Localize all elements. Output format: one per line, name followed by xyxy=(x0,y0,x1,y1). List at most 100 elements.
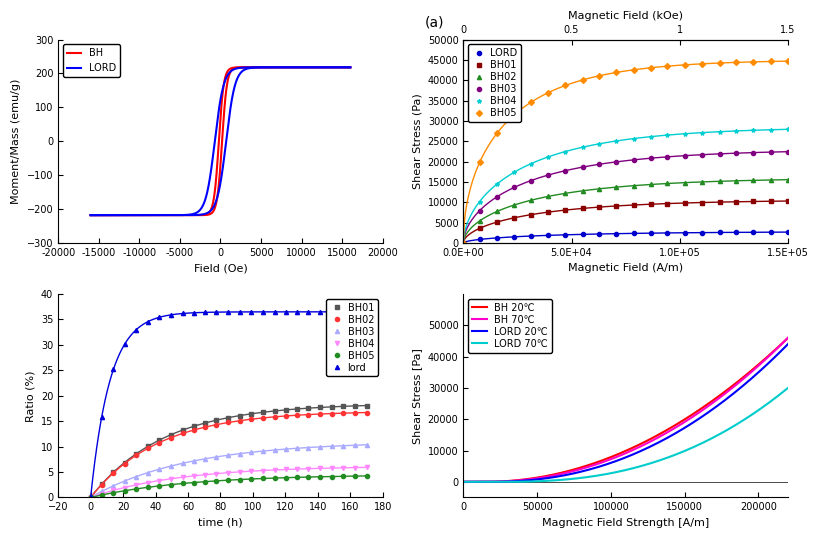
BH 70℃ xyxy=(633,444,643,451)
Line: BH 20℃: BH 20℃ xyxy=(463,338,787,482)
BH 20℃ xyxy=(633,441,643,448)
BH01 xyxy=(730,198,740,205)
BH01 xyxy=(292,406,302,412)
LORD 20℃ xyxy=(774,349,784,355)
BH03 xyxy=(280,446,290,452)
BH03 xyxy=(120,478,129,484)
BH05 xyxy=(765,58,775,65)
BH05 xyxy=(86,494,96,501)
BH01 xyxy=(679,200,689,206)
LORD xyxy=(474,236,484,243)
BH 70℃ xyxy=(458,479,468,485)
BH05 xyxy=(188,479,198,486)
BH01 xyxy=(154,437,164,444)
Line: BH05: BH05 xyxy=(460,59,789,245)
BH05 xyxy=(108,489,118,496)
Line: lord: lord xyxy=(88,310,369,500)
BH03 xyxy=(765,149,775,155)
BH05 xyxy=(696,60,706,67)
BH02 xyxy=(131,452,141,459)
lord xyxy=(154,314,164,321)
lord xyxy=(292,309,302,315)
BH05 xyxy=(611,69,621,75)
BH03 xyxy=(154,466,164,473)
BH xyxy=(306,64,316,71)
LORD 20℃ xyxy=(651,440,661,447)
BH05 xyxy=(491,130,501,136)
BH05 xyxy=(120,487,129,494)
BH01 xyxy=(97,481,106,487)
BH02 xyxy=(178,430,188,437)
BH 70℃ xyxy=(612,453,622,460)
LORD 70℃ xyxy=(724,425,734,432)
BH01 xyxy=(542,209,552,216)
BH02 xyxy=(269,413,279,420)
Text: (a): (a) xyxy=(424,15,443,29)
BH05 xyxy=(143,484,153,490)
LORD xyxy=(185,211,195,218)
LORD 70℃ xyxy=(458,479,468,485)
BH03 xyxy=(86,494,96,501)
BH01 xyxy=(662,201,672,207)
BH01 xyxy=(269,407,279,414)
BH xyxy=(86,212,96,218)
BH05 xyxy=(714,60,724,66)
BH01 xyxy=(696,199,706,206)
BH04 xyxy=(714,128,724,135)
BH04 xyxy=(361,464,371,471)
lord xyxy=(178,310,188,317)
LORD xyxy=(679,230,689,236)
LORD 20℃ xyxy=(458,479,468,485)
BH02 xyxy=(765,177,775,183)
BH02 xyxy=(509,202,518,208)
Legend: BH01, BH02, BH03, BH04, BH05, lord: BH01, BH02, BH03, BH04, BH05, lord xyxy=(326,299,378,376)
BH02 xyxy=(314,411,324,417)
BH xyxy=(340,64,350,71)
BH04 xyxy=(223,469,233,476)
BH02 xyxy=(645,181,655,188)
LORD xyxy=(594,231,604,237)
BH02 xyxy=(611,184,621,190)
BH04 xyxy=(509,169,518,175)
BH02 xyxy=(108,469,118,476)
lord xyxy=(235,309,245,315)
BH02 xyxy=(143,445,153,452)
BH01 xyxy=(303,405,313,411)
BH02 xyxy=(303,411,313,418)
BH02 xyxy=(714,178,724,184)
BH02 xyxy=(165,434,175,441)
BH01 xyxy=(458,240,468,246)
BH04 xyxy=(211,471,221,477)
BH02 xyxy=(679,179,689,186)
BH01 xyxy=(559,207,569,213)
BH01 xyxy=(628,202,638,208)
BH xyxy=(185,212,195,218)
BH04 xyxy=(201,472,210,478)
BH04 xyxy=(86,494,96,501)
BH04 xyxy=(765,127,775,133)
BH03 xyxy=(350,442,360,448)
BH04 xyxy=(314,465,324,472)
BH04 xyxy=(131,482,141,488)
BH01 xyxy=(474,225,484,232)
BH01 xyxy=(131,451,141,457)
BH02 xyxy=(337,410,347,417)
BH xyxy=(197,212,206,218)
LORD xyxy=(509,233,518,240)
BH04 xyxy=(235,468,245,475)
BH03 xyxy=(292,445,302,452)
BH01 xyxy=(611,203,621,209)
BH01 xyxy=(120,459,129,466)
BH 70℃ xyxy=(613,453,623,459)
BH02 xyxy=(559,190,569,197)
BH04 xyxy=(303,466,313,472)
Legend: BH 20℃, BH 70℃, LORD 20℃, LORD 70℃: BH 20℃, BH 70℃, LORD 20℃, LORD 70℃ xyxy=(468,299,551,353)
Y-axis label: Shear Stress (Pa): Shear Stress (Pa) xyxy=(411,93,422,189)
BH05 xyxy=(679,61,689,68)
LORD xyxy=(782,229,792,236)
lord xyxy=(327,309,337,315)
BH01 xyxy=(258,409,268,416)
BH05 xyxy=(178,480,188,487)
LORD xyxy=(312,64,322,71)
BH04 xyxy=(292,466,302,472)
